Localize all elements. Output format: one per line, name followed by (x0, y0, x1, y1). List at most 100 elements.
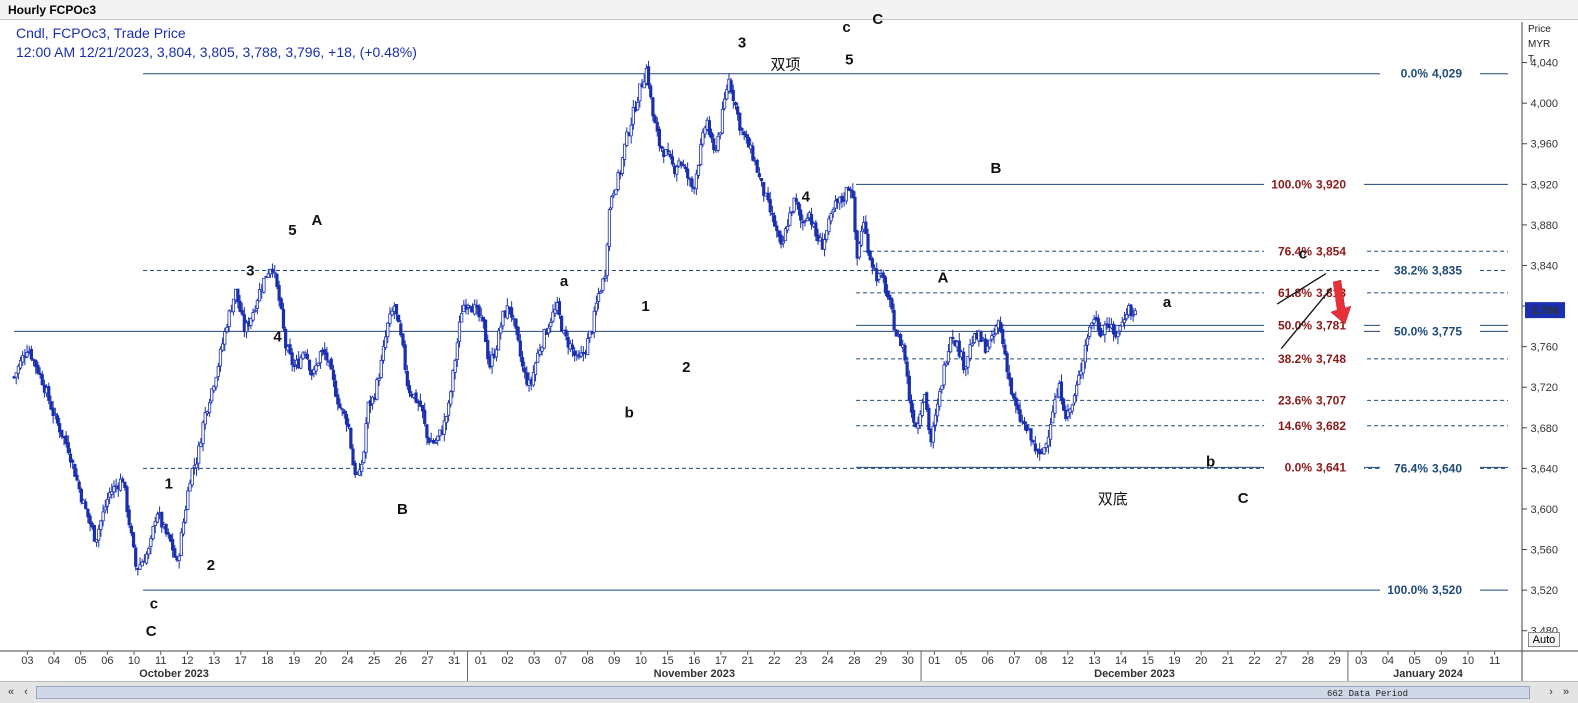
candle-body (738, 112, 742, 131)
auto-scale-button[interactable]: Auto (1528, 632, 1560, 647)
candle-body (742, 131, 746, 136)
candle-body (888, 294, 892, 300)
candle-body (775, 225, 779, 231)
wave-label: 1 (165, 476, 173, 493)
candle-body (592, 310, 596, 333)
candle-body (303, 352, 307, 355)
y-tick-label: 3,880 (1530, 220, 1558, 232)
fib-value-label: 3,641 (1316, 460, 1346, 474)
x-tick-label: 04 (1382, 655, 1394, 667)
candle-body (755, 160, 759, 173)
x-tick-label: 03 (21, 655, 33, 667)
candle-body (596, 293, 601, 302)
candle-body (1092, 318, 1096, 324)
candle-body (938, 390, 942, 407)
candle-body (444, 416, 449, 424)
candle-body (151, 525, 155, 540)
candle-body (916, 423, 920, 429)
candle-body (223, 331, 227, 345)
x-tick-label: 26 (395, 655, 407, 667)
candle-body (799, 209, 803, 221)
candle-body (125, 486, 129, 512)
wave-label: b (625, 405, 634, 422)
fib-label-bg (1264, 418, 1364, 433)
candle-body (499, 326, 503, 334)
candle-body (659, 146, 664, 149)
fib-percent-label: 50.0% (1278, 318, 1312, 332)
candle-body (473, 304, 477, 315)
candle-body (994, 325, 998, 335)
fib-value-label: 4,029 (1432, 67, 1462, 81)
x-tick-label: 18 (261, 655, 273, 667)
candle-body (123, 481, 127, 488)
fib-label-bg (1380, 263, 1480, 278)
fib-value-label: 3,520 (1432, 583, 1462, 597)
candle-body (77, 481, 81, 490)
candle-body (631, 106, 635, 125)
scroll-thumb[interactable]: 662 Data Period (36, 686, 1530, 699)
candle-body (988, 339, 992, 348)
candle-body (147, 547, 151, 555)
x-tick-label: 07 (1008, 655, 1020, 667)
candle-body (894, 329, 898, 337)
candle-body (653, 115, 657, 124)
candle-body (675, 166, 679, 175)
candle-body (379, 359, 383, 379)
fib-label-bg (1264, 244, 1364, 259)
candle-body (240, 309, 244, 315)
candle-body (262, 278, 266, 293)
candle-body (486, 340, 490, 360)
candle-body (288, 344, 292, 354)
candle-body (883, 276, 888, 294)
drawing-overlay (1276, 273, 1352, 350)
wave-label: 5 (288, 222, 296, 239)
time-scrollbar[interactable]: « ‹ 662 Data Period › » (0, 681, 1578, 703)
scroll-prev-button[interactable]: ‹ (24, 686, 28, 698)
candle-body (909, 400, 914, 413)
fib-value-label: 3,775 (1432, 324, 1462, 338)
fib-value-label: 3,920 (1316, 177, 1346, 191)
candle-body (255, 300, 259, 309)
candle-body (733, 102, 738, 106)
x-tick-label: 04 (48, 655, 60, 667)
wedge-lower-line (1280, 287, 1332, 350)
x-tick-label: 23 (795, 655, 807, 667)
month-label: October 2023 (139, 668, 209, 680)
candle-body (366, 401, 370, 424)
candle-body (690, 178, 694, 188)
candle-body (418, 400, 422, 407)
x-tick-label: 10 (1462, 655, 1474, 667)
candle-body (270, 268, 275, 273)
candle-body (968, 344, 972, 359)
scroll-first-button[interactable]: « (7, 686, 15, 698)
candle-body (607, 209, 612, 247)
candle-body (251, 312, 255, 321)
candle-body (794, 198, 798, 202)
wave-label: a (560, 273, 569, 290)
x-tick-label: 17 (235, 655, 247, 667)
scroll-last-button[interactable]: » (1562, 686, 1570, 698)
candle-body (538, 350, 542, 355)
candle-body (479, 314, 483, 318)
title-bar: Hourly FCPOc3 (0, 0, 1578, 20)
price-axis-header-line: Price (1528, 24, 1551, 35)
candle-body (377, 378, 381, 381)
candle-body (649, 85, 653, 98)
x-tick-label: 30 (902, 655, 914, 667)
candle-body (388, 313, 392, 324)
candle-body (420, 405, 425, 412)
scroll-next-button[interactable]: › (1549, 686, 1553, 698)
candle-body (279, 298, 283, 309)
candle-body (236, 288, 240, 303)
candle-body (334, 380, 338, 397)
candle-body (483, 319, 488, 343)
candle-body (36, 364, 40, 374)
candle-body (623, 143, 627, 160)
candle-body (216, 366, 220, 377)
candle-body (336, 394, 340, 405)
candle-body (868, 250, 872, 261)
candle-body (203, 412, 207, 425)
